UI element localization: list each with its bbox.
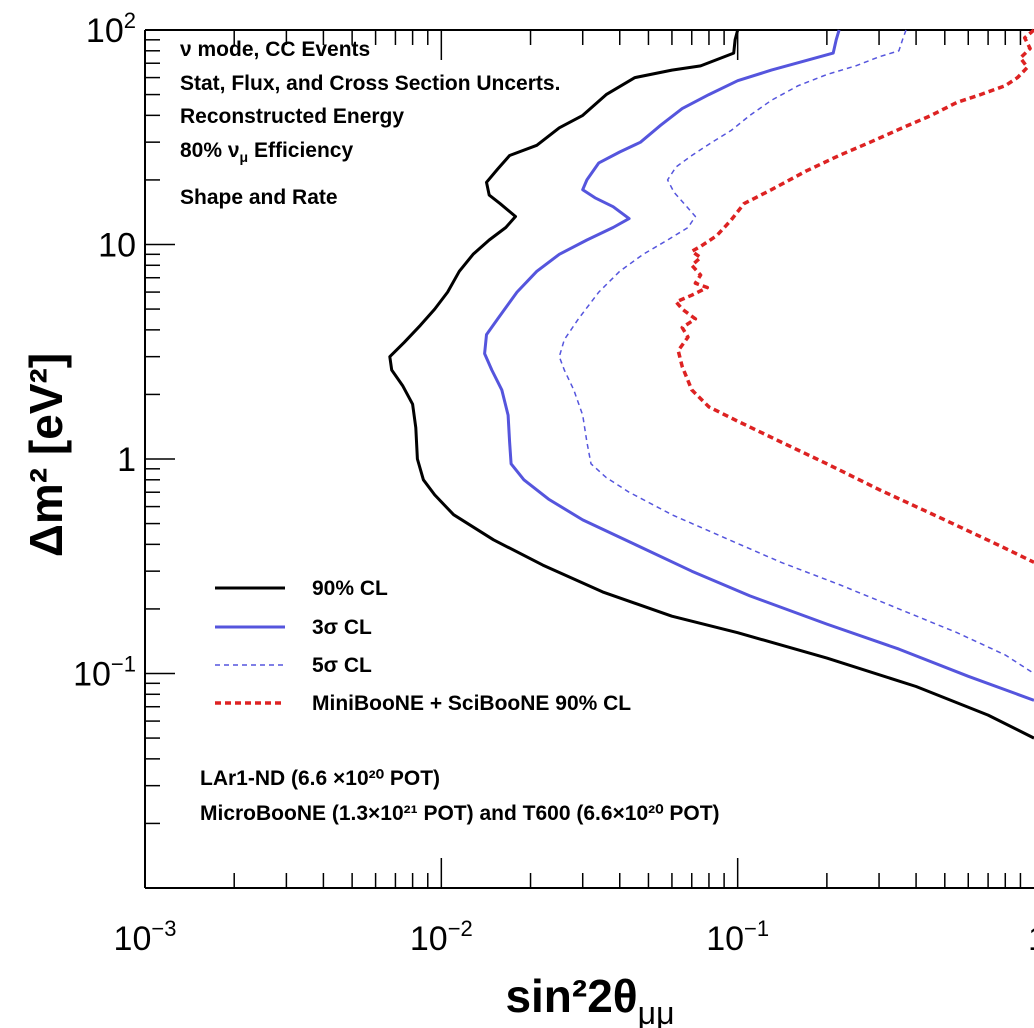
tick-labels: 10−3 10−2 10−1 1 10−1 1 10 102 [73,8,1034,958]
annotation-mode: ν mode, CC Events [180,38,371,61]
annotation-efficiency: 80% νμ Efficiency [180,139,354,166]
y-tick-label: 10 [98,227,136,265]
series-cl90-curve [388,29,1034,740]
annotation-fit-type: Shape and Rate [180,186,338,209]
y-tick-label: 1 [117,441,136,479]
y-tick-label: 102 [86,8,136,50]
y-tick-label: 10−1 [73,652,136,694]
series-miniboone-curve [674,28,1034,564]
annotation-microboone-t600-exposure: MicroBooNE (1.3×10²¹ POT) and T600 (6.6×… [200,802,720,825]
legend-label-sigma5: 5σ CL [312,654,372,677]
series-sigma5-curve [558,29,1034,675]
axis-ticks [144,29,1022,889]
annotation-lar1nd-exposure: LAr1-ND (6.6 ×10²⁰ POT) [200,767,441,790]
x-tick-label: 1 [1028,920,1034,958]
legend-label-miniboone: MiniBooNE + SciBooNE 90% CL [312,692,631,715]
y-axis-title: Δm² [eV²] [20,353,72,557]
legend-label-cl90: 90% CL [312,577,388,600]
x-tick-label: 10−3 [114,916,177,958]
annotation-energy: Reconstructed Energy [180,105,405,128]
axis-titles: sin²2θμμ Δm² [eV²] [20,353,675,1028]
x-tick-label: 10−2 [410,916,473,958]
legend: 90% CL 3σ CL 5σ CL MiniBooNE + SciBooNE 90%… [215,577,631,715]
annotation-uncertainties: Stat, Flux, and Cross Section Uncerts. [180,72,561,95]
series-curves [388,28,1034,740]
x-axis-title: sin²2θμμ [505,970,674,1028]
x-tick-label: 10−1 [706,916,769,958]
series-sigma3-curve [483,29,1034,702]
legend-label-sigma3: 3σ CL [312,616,372,639]
